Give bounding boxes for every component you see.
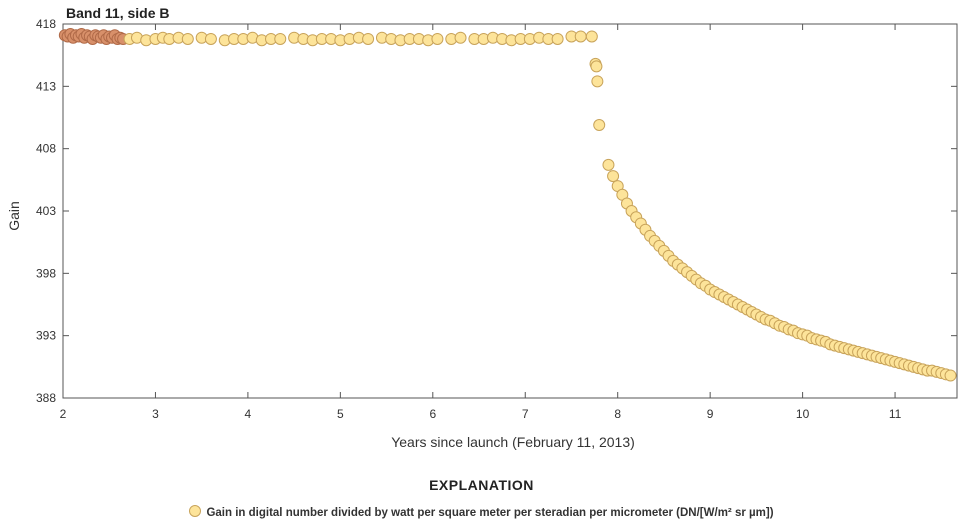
x-axis: 2 3 4 5 6 7 8 9 10 11 bbox=[60, 24, 902, 421]
data-point bbox=[551, 32, 564, 45]
y-tick-label: 418 bbox=[36, 17, 56, 31]
data-point bbox=[590, 60, 603, 73]
y-axis-label: Gain bbox=[6, 201, 22, 231]
legend-label: Gain in digital number divided by watt p… bbox=[206, 507, 774, 519]
data-point bbox=[274, 32, 287, 45]
x-tick-label: 8 bbox=[614, 407, 621, 421]
legend: Gain in digital number divided by watt p… bbox=[0, 505, 963, 519]
data-point bbox=[181, 32, 194, 45]
y-tick-label: 398 bbox=[36, 266, 56, 280]
x-tick-label: 10 bbox=[796, 407, 810, 421]
x-tick-label: 5 bbox=[337, 407, 344, 421]
x-tick-label: 2 bbox=[60, 407, 67, 421]
x-axis-label: Years since launch (February 11, 2013) bbox=[391, 434, 635, 450]
data-point bbox=[204, 32, 217, 45]
legend-marker-icon bbox=[189, 505, 202, 517]
x-tick-label: 6 bbox=[429, 407, 436, 421]
data-point bbox=[585, 30, 598, 43]
data-point bbox=[591, 75, 604, 88]
x-tick-label: 3 bbox=[152, 407, 159, 421]
y-tick-label: 413 bbox=[36, 79, 56, 93]
x-tick-label: 9 bbox=[707, 407, 714, 421]
data-point bbox=[944, 369, 957, 382]
y-tick-label: 403 bbox=[36, 204, 56, 218]
data-point bbox=[454, 31, 467, 44]
data-point bbox=[602, 158, 615, 171]
y-tick-label: 408 bbox=[36, 142, 56, 156]
x-tick-label: 7 bbox=[522, 407, 529, 421]
y-tick-label: 388 bbox=[36, 391, 56, 405]
chart-title: Band 11, side B bbox=[66, 5, 169, 21]
y-axis: 388 393 398 403 408 413 418 bbox=[36, 17, 957, 405]
data-point bbox=[607, 170, 620, 183]
data-point bbox=[362, 32, 375, 45]
y-tick-label: 393 bbox=[36, 329, 56, 343]
legend-heading: EXPLANATION bbox=[429, 477, 534, 493]
data-point bbox=[593, 118, 606, 131]
data-point bbox=[431, 32, 444, 45]
x-tick-label: 4 bbox=[245, 407, 252, 421]
scatter-chart: 388 393 398 403 408 413 418 2 3 4 5 6 7 8 9 10 11 Band … bbox=[6, 5, 958, 450]
data-point bbox=[574, 30, 587, 43]
data-points bbox=[58, 27, 957, 382]
x-tick-label: 11 bbox=[889, 407, 902, 421]
